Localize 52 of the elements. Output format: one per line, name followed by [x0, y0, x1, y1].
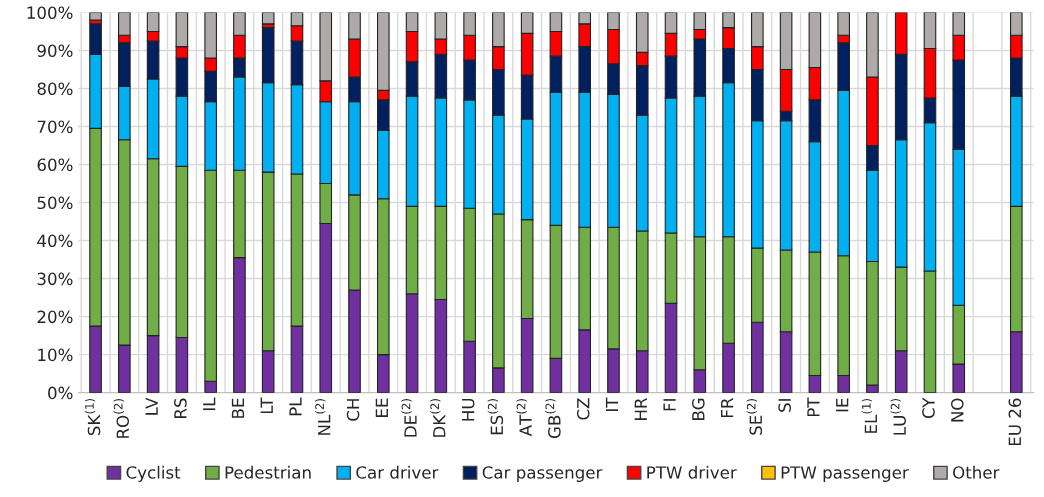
x-tick-label: BE — [231, 398, 245, 418]
legend-label: Cyclist — [126, 465, 181, 482]
x-tick-label: AT$^{(2)}$ — [516, 399, 532, 437]
legend-label: Car driver — [356, 465, 439, 479]
x-tick-label: CZ — [576, 398, 590, 420]
x-tick-label: DE$^{(2)}$ — [401, 399, 417, 437]
x-tick-label: PL — [289, 397, 302, 416]
x-tick-label: IL — [203, 397, 216, 411]
x-tick-label: ES$^{(2)}$ — [487, 399, 504, 435]
x-tick-label: EL$^{(1)}$ — [861, 398, 877, 433]
x-tick-label: SI — [778, 399, 791, 412]
x-tick-label: DK$^{(2)}$ — [430, 399, 446, 437]
y-tick-label: 10% — [38, 348, 73, 362]
y-tick-label: 20% — [37, 310, 73, 324]
legend-label: PTW driver — [647, 465, 737, 479]
x-tick-label: IT — [605, 397, 619, 411]
x-tick-label: EU 26 — [1008, 398, 1022, 446]
x-tick-label: EE — [375, 398, 388, 417]
y-tick-label: 100% — [27, 6, 73, 19]
bar — [261, 12, 275, 25]
bar — [89, 12, 102, 21]
x-tick-label: FI — [663, 399, 676, 411]
y-tick-label: 0% — [48, 386, 73, 400]
x-tick-label: HU — [462, 398, 475, 421]
y-tick-label: 40% — [37, 234, 73, 248]
y-tick-label: 80% — [37, 82, 73, 96]
x-tick-label: IE — [836, 398, 849, 412]
x-tick-label: CY — [922, 397, 935, 419]
y-tick-label: 60% — [37, 158, 73, 172]
x-tick-label: NL$^{(2)}$ — [315, 399, 331, 435]
y-tick-label: 30% — [37, 272, 73, 286]
x-tick-label: SE$^{(2)}$ — [746, 399, 763, 435]
legend-label: Pedestrian — [225, 465, 311, 479]
x-tick-label: PT — [807, 397, 820, 417]
x-tick-label: FR — [721, 397, 734, 418]
x-tick-label: LV — [145, 397, 158, 415]
x-tick-label: BG — [692, 398, 705, 420]
x-tick-label: LU$^{(2)}$ — [890, 398, 906, 435]
legend-label: Other — [953, 465, 1000, 479]
y-tick-label: 70% — [37, 120, 73, 134]
x-tick-label: RS — [174, 398, 187, 419]
x-tick-label: GB$^{(2)}$ — [545, 398, 561, 439]
legend-label: PTW passenger — [781, 466, 909, 482]
x-tick-label: NO — [950, 398, 964, 422]
x-tick-label: LT — [260, 397, 273, 414]
y-tick-label: 50% — [37, 196, 73, 210]
x-tick-label: CH — [346, 399, 360, 421]
x-tick-label: RO$^{(2)}$ — [113, 399, 130, 438]
x-tick-label: SK$^{(1)}$ — [84, 398, 101, 436]
legend-label: Car passenger — [482, 466, 603, 482]
y-tick-label: 90% — [37, 44, 73, 58]
x-tick-label: HR — [634, 397, 647, 420]
